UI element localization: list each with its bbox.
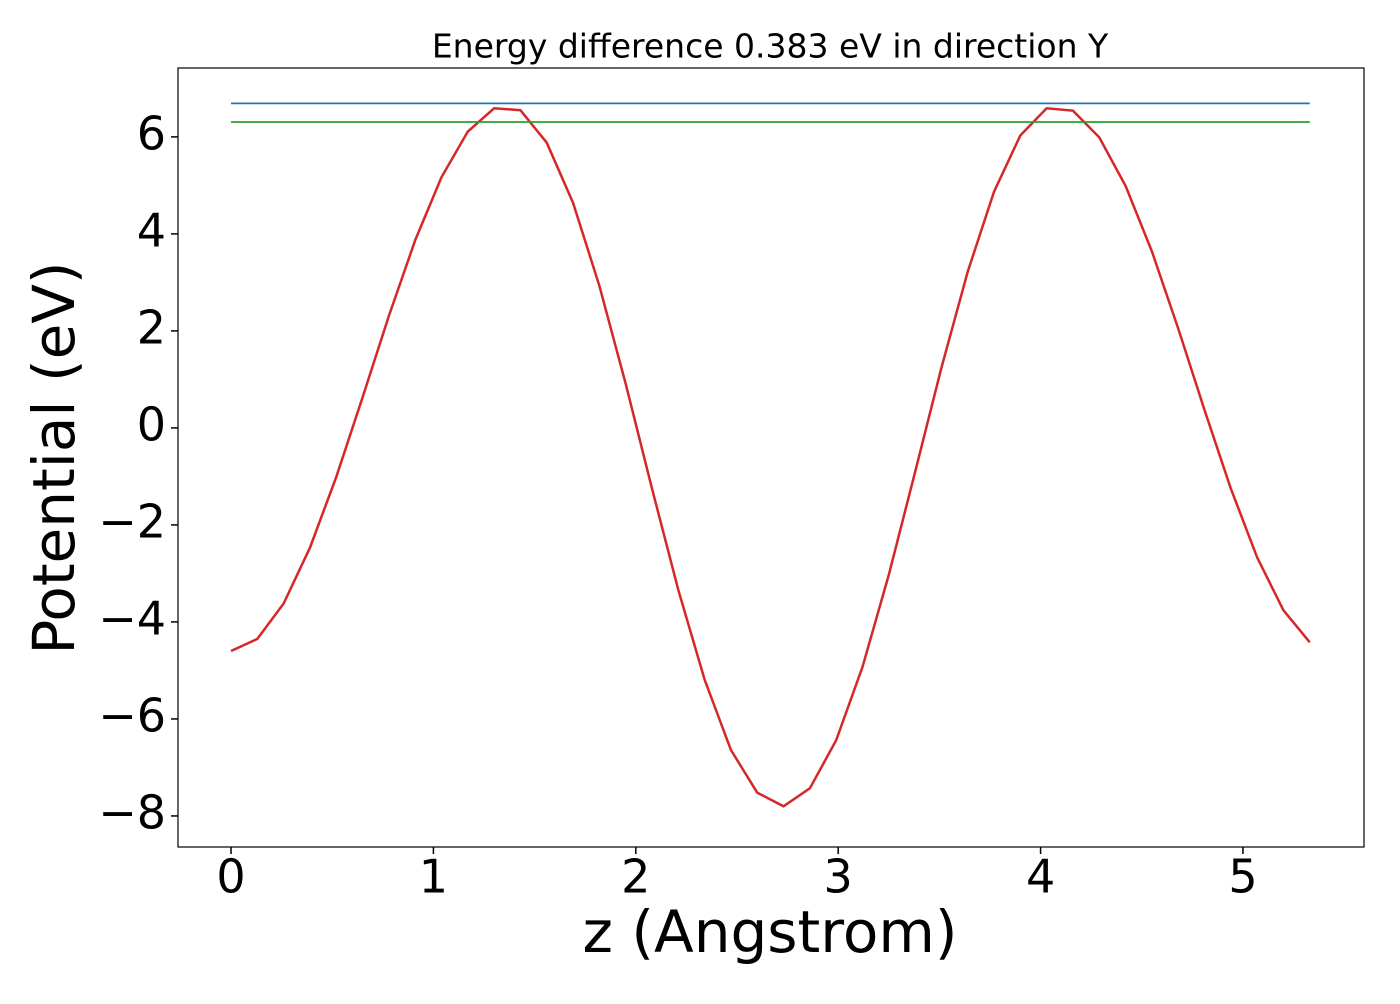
y-tick-label: −6 <box>98 688 166 742</box>
y-tick-label: 4 <box>137 203 166 257</box>
x-tick-label: 0 <box>216 850 245 904</box>
line-series <box>230 106 1311 808</box>
y-tick-label: 6 <box>137 106 166 160</box>
x-tick-label: 5 <box>1228 850 1257 904</box>
x-axis-label: z (Angstrom) <box>583 898 958 966</box>
y-tick-label: 0 <box>137 397 166 451</box>
x-tick-label: 4 <box>1026 850 1055 904</box>
y-tick-label: −4 <box>98 591 166 645</box>
chart-title: Energy difference 0.383 eV in direction … <box>432 27 1109 66</box>
x-tick-label: 3 <box>824 850 853 904</box>
y-axis-label: Potential (eV) <box>20 261 88 654</box>
x-tick-label: 1 <box>419 850 448 904</box>
y-tick-label: −2 <box>98 494 166 548</box>
plot-frame <box>177 67 1365 848</box>
y-tick-label: 2 <box>137 300 166 354</box>
y-tick-label: −8 <box>98 785 166 839</box>
x-tick-label: 2 <box>621 850 650 904</box>
